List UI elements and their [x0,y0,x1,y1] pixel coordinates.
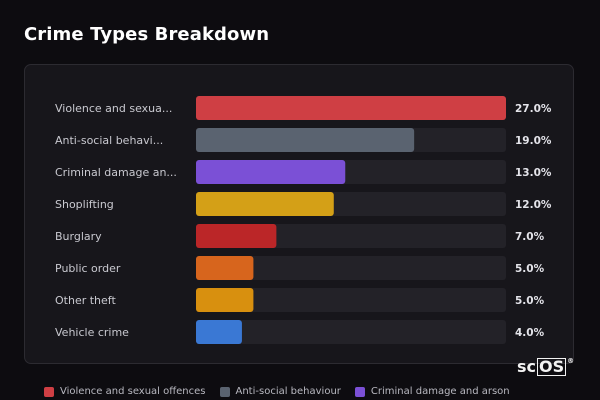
bar[interactable] [196,224,277,248]
bar-track [196,288,506,312]
chart-legend: Violence and sexual offences Anti-social … [44,386,510,397]
value-label: 13.0% [515,167,552,179]
bar-row: Shoplifting 12.0% [55,192,552,216]
value-label: 7.0% [515,231,545,243]
bar-row: Other theft 5.0% [55,288,545,312]
legend-label: Anti-social behaviour [235,386,341,397]
value-label: 4.0% [515,327,545,339]
bar-track [196,256,506,280]
category-label: Shoplifting [55,198,114,211]
legend-swatch [354,386,365,397]
legend-label: Violence and sexual offences [60,386,206,397]
category-label: Criminal damage an... [55,166,177,179]
logo-prefix: sc [517,357,537,376]
legend-item[interactable]: Criminal damage and arson [354,386,510,397]
legend-label: Criminal damage and arson [370,386,510,397]
scos-logo: sc OS ® [517,356,575,377]
bar[interactable] [196,256,254,280]
category-label: Burglary [55,230,102,243]
bar-row: Public order 5.0% [55,256,545,280]
bar-chart: Violence and sexua... 27.0% Anti-social be… [55,96,552,344]
legend-swatch [219,386,230,397]
category-label: Other theft [55,294,116,307]
value-label: 5.0% [515,263,545,275]
legend-item[interactable]: Anti-social behaviour [219,386,341,397]
legend-item[interactable]: Violence and sexual offences [44,386,206,397]
bar-track [196,320,506,344]
bar-row: Violence and sexua... 27.0% [55,96,552,120]
legend-swatch [44,386,54,397]
bar-row: Burglary 7.0% [55,224,545,248]
bar[interactable] [196,192,334,216]
bar-row: Criminal damage an... 13.0% [55,160,552,184]
bar[interactable] [196,128,415,152]
category-label: Violence and sexua... [55,102,172,115]
value-label: 27.0% [515,103,552,115]
chart-title: Crime Types Breakdown [24,24,270,45]
value-label: 12.0% [515,199,552,211]
bar-row: Vehicle crime 4.0% [55,320,545,344]
chart-panel: Violence and sexua... 27.0% Anti-social be… [24,64,574,364]
bar[interactable] [196,288,254,312]
category-label: Vehicle crime [55,326,129,339]
value-label: 19.0% [515,135,552,147]
bar[interactable] [196,320,242,344]
value-label: 5.0% [515,295,545,307]
bar[interactable] [196,160,346,184]
bar-row: Anti-social behavi... 19.0% [55,128,552,152]
logo-boxed: OS [537,356,567,376]
logo-registered-mark: ® [567,356,575,365]
bar[interactable] [196,96,506,120]
category-label: Public order [55,262,121,275]
category-label: Anti-social behavi... [55,134,163,147]
